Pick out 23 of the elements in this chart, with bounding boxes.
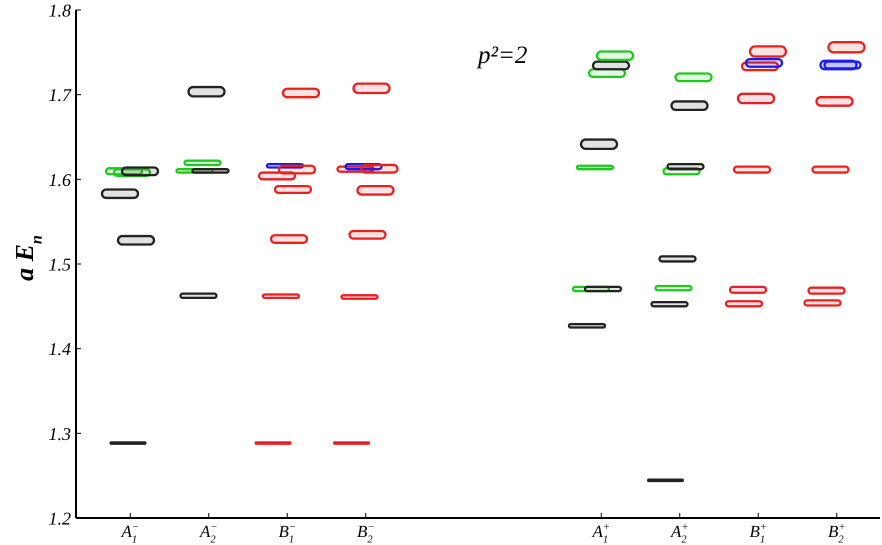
bar [356,184,395,196]
bar [580,138,618,150]
bar [807,286,846,295]
y-tick-label: 1.5 [48,254,71,274]
y-tick-label: 1.8 [48,0,71,20]
bar [724,300,764,308]
y-tick-label: 1.4 [48,339,71,360]
bar [827,41,866,54]
bar [658,255,697,263]
bar [744,58,784,68]
annotation: p²=2 [476,42,528,69]
y-tick-label: 1.7 [48,85,72,106]
bar [270,234,308,244]
bar [803,299,842,307]
bar [823,60,862,70]
bar [278,164,316,175]
bar [748,45,788,58]
y-tick-label: 1.2 [48,508,71,528]
bar [187,86,226,98]
y-tick-label: 1.6 [48,170,71,190]
bar [348,230,387,240]
y-tick-label: 1.3 [48,424,71,444]
bar [728,286,768,294]
